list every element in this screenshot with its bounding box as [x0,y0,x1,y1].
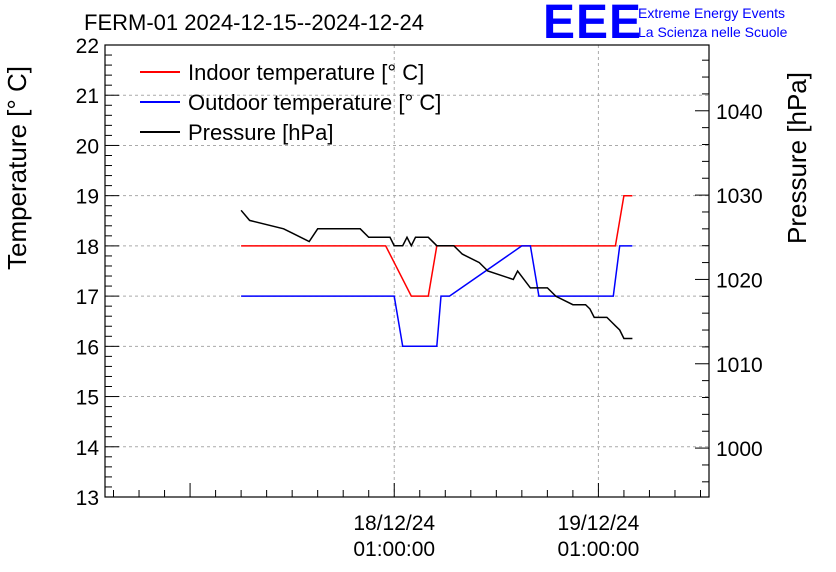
axis-ticks: 13 14 15 16 17 18 19 20 21 22 1000 1010 1020 1030 1040… [76,35,763,561]
y-tick-label: 18 [76,236,99,259]
y-tick-label: 21 [76,85,99,108]
series-line-outdoor [241,245,633,348]
y-tick-label: 22 [76,35,99,58]
series-line-indoor [241,194,633,297]
logo-line-1: Extreme Energy Events [638,5,786,21]
y2-tick-label: 1030 [716,185,763,208]
x-tick-label: 19/12/24 [558,512,640,535]
y-tick-label: 13 [76,487,99,510]
chart-series [240,194,633,348]
chart-title: FERM-01 2024-12-15--2024-12-24 [84,10,424,35]
y-tick-label: 17 [76,286,99,309]
legend-label: Pressure [hPa] [188,120,334,145]
y-tick-label: 16 [76,336,99,359]
x-tick-label: 01:00:00 [353,538,435,561]
y2-tick-label: 1040 [716,101,763,124]
y2-tick-label: 1000 [716,438,763,461]
series-line-pressure [240,209,633,340]
eee-logo: EEE Extreme Energy Events La Scienza nel… [543,0,833,49]
logo-mark: EEE [543,0,643,49]
legend-label: Indoor temperature [° C] [188,60,424,85]
y-tick-label: 14 [76,437,100,460]
y-tick-label: 20 [76,135,99,158]
plot-frame [104,44,710,498]
y-axis-title: Temperature [° C] [2,66,32,270]
x-tick-label: 18/12/24 [353,512,435,535]
y2-tick-label: 1020 [716,269,763,292]
y2-tick-label: 1010 [716,354,763,377]
y-tick-label: 15 [76,387,99,410]
x-tick-label: 01:00:00 [558,538,640,561]
y2-axis-title: Pressure [hPa] [782,72,812,244]
legend: Indoor temperature [° C] Outdoor temperat… [140,60,441,145]
y-tick-label: 19 [76,186,99,209]
logo-line-2: La Scienza nelle Scuole [638,24,788,40]
legend-label: Outdoor temperature [° C] [188,90,441,115]
